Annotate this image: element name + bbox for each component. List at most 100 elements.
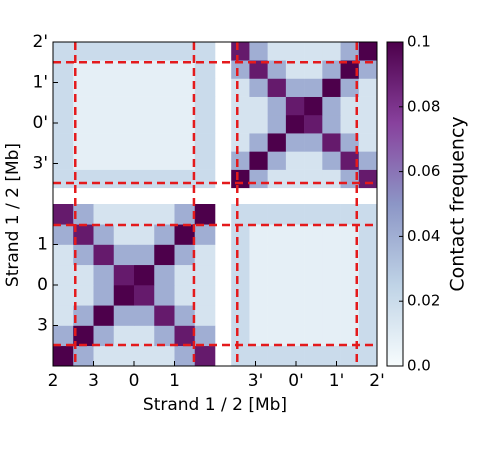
heatmap-cell — [134, 244, 155, 266]
heatmap-cell — [174, 114, 196, 134]
heatmap-cell — [322, 224, 341, 245]
heatmap-cell — [53, 96, 74, 116]
heatmap-cell — [267, 96, 287, 116]
heatmap-cell — [304, 244, 323, 266]
x-tick-label: 2' — [369, 371, 385, 391]
heatmap-cell — [53, 204, 74, 225]
heatmap-cell — [194, 60, 216, 79]
colorbar-tick-label: 0.08 — [407, 97, 440, 115]
heatmap-cell — [113, 285, 135, 306]
heatmap-cell — [358, 96, 378, 116]
x-tick-label: 2 — [48, 371, 59, 391]
heatmap-cell — [134, 325, 155, 347]
heatmap-cell — [194, 305, 216, 326]
heatmap-cell — [93, 204, 115, 225]
heatmap-cell — [285, 325, 305, 347]
heatmap-cell — [285, 244, 305, 266]
heatmap-cell — [134, 42, 155, 61]
heatmap-cell — [113, 96, 135, 116]
heatmap-cell — [93, 133, 115, 152]
heatmap-cell — [134, 151, 155, 170]
heatmap-cell — [93, 78, 115, 97]
colorbar — [386, 41, 404, 367]
heatmap-cell — [154, 325, 175, 347]
heatmap-cell — [231, 114, 250, 134]
x-tick-label: 1' — [329, 371, 345, 391]
heatmap-cell — [322, 285, 341, 306]
heatmap-cell — [93, 151, 115, 170]
heatmap-cell — [340, 78, 360, 97]
heatmap-cell — [53, 224, 74, 245]
heatmap-cell — [113, 78, 135, 97]
heatmap-cell — [358, 78, 378, 97]
heatmap-cell — [113, 264, 135, 286]
heatmap-cell — [194, 264, 216, 286]
heatmap-cell — [154, 42, 175, 61]
heatmap-cell — [285, 78, 305, 97]
heatmap-cell — [231, 133, 250, 152]
heatmap-cell — [194, 42, 216, 61]
heatmap-cell — [285, 169, 305, 189]
heatmap-cell — [358, 305, 378, 326]
heatmap-cell — [231, 60, 250, 79]
heatmap-cell — [154, 96, 175, 116]
heatmap-cell — [194, 244, 216, 266]
heatmap-cell — [73, 244, 94, 266]
heatmap-cell — [340, 285, 360, 306]
heatmap-cell — [53, 244, 74, 266]
heatmap-cell — [358, 114, 378, 134]
heatmap-cell — [231, 345, 250, 367]
heatmap-cell — [194, 114, 216, 134]
heatmap-cell — [134, 96, 155, 116]
heatmap-cell — [113, 151, 135, 170]
colorbar-tick-label: 0.1 — [407, 33, 431, 51]
heatmap-cell — [73, 204, 94, 225]
heatmap-cell — [73, 325, 94, 347]
heatmap-cell — [53, 285, 74, 306]
heatmap-cell — [231, 224, 250, 245]
heatmap-cell — [285, 96, 305, 116]
heatmap-cell — [194, 78, 216, 97]
heatmap-cell — [73, 60, 94, 79]
heatmap-cell — [93, 244, 115, 266]
heatmap-cell — [154, 285, 175, 306]
heatmap-cell — [113, 60, 135, 79]
heatmap-cell — [113, 204, 135, 225]
heatmap-cell — [73, 345, 94, 367]
heatmap-cell — [174, 224, 196, 245]
heatmap-cell — [194, 285, 216, 306]
heatmap-cell — [267, 325, 287, 347]
heatmap-cell — [113, 114, 135, 134]
heatmap-cell — [73, 151, 94, 170]
heatmap-cell — [53, 114, 74, 134]
heatmap-cell — [249, 151, 268, 170]
heatmap-cell — [194, 151, 216, 170]
heatmap-cell — [194, 345, 216, 367]
heatmap-cell — [358, 224, 378, 245]
heatmap-cell — [194, 133, 216, 152]
heatmap-cell — [285, 285, 305, 306]
heatmap-cell — [267, 345, 287, 367]
heatmap-cell — [322, 264, 341, 286]
heatmap-cell — [194, 169, 216, 189]
heatmap-cell — [134, 78, 155, 97]
heatmap-cell — [93, 305, 115, 326]
heatmap-cell — [322, 244, 341, 266]
heatmap-cell — [249, 78, 268, 97]
heatmap-cell — [134, 285, 155, 306]
heatmap-cell — [73, 305, 94, 326]
heatmap-cell — [174, 169, 196, 189]
heatmap-cell — [358, 60, 378, 79]
heatmap-cell — [231, 78, 250, 97]
heatmap-cell — [304, 169, 323, 189]
heatmap-cell — [249, 264, 268, 286]
heatmap-cell — [174, 325, 196, 347]
heatmap-cell — [358, 133, 378, 152]
heatmap-cell — [267, 169, 287, 189]
heatmap-cell — [267, 151, 287, 170]
colorbar-tick-label: 0.02 — [407, 292, 440, 310]
heatmap-cell — [53, 42, 74, 61]
heatmap-cell — [358, 285, 378, 306]
y-axis-label: Strand 1 / 2 [Mb] — [3, 143, 23, 287]
